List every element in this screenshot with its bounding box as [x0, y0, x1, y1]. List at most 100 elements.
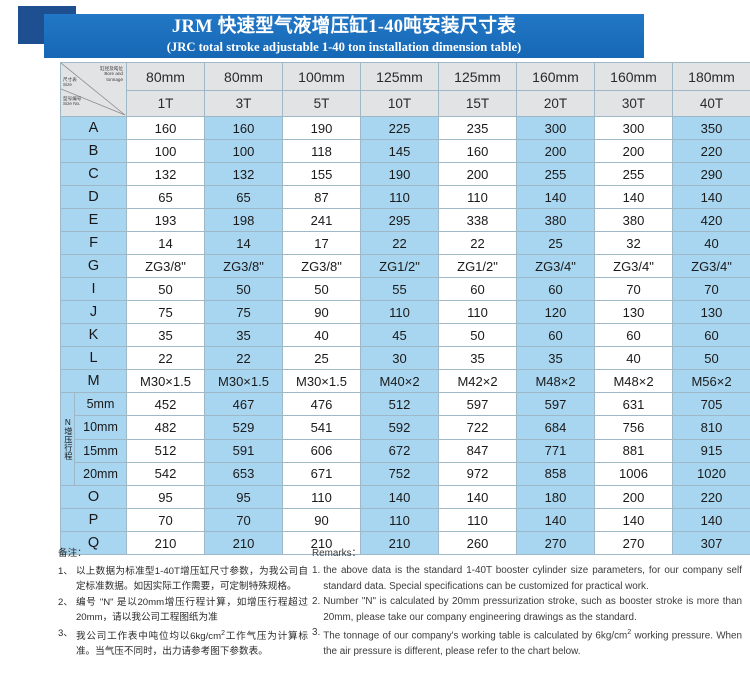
table-cell: 1020 [673, 462, 750, 485]
bore-size-header: 80mm [205, 63, 283, 91]
note-item-chinese: 3、我公司工作表中吨位均以6kg/cm2工作气压为计算标准。当气压不同时，出力请… [58, 626, 308, 660]
table-cell: 40 [673, 232, 750, 255]
table-cell: 591 [205, 439, 283, 462]
table-cell: 110 [283, 486, 361, 509]
table-cell: M30×1.5 [127, 370, 205, 393]
table-cell: 529 [205, 416, 283, 439]
table-cell: 14 [205, 232, 283, 255]
bore-size-header: 160mm [595, 63, 673, 91]
table-cell: 858 [517, 462, 595, 485]
table-cell: 60 [517, 278, 595, 301]
table-cell: 110 [361, 509, 439, 532]
table-cell: 541 [283, 416, 361, 439]
row-label: G [61, 255, 127, 278]
table-cell: 255 [517, 163, 595, 186]
table-cell: 95 [205, 486, 283, 509]
table-cell: 17 [283, 232, 361, 255]
notes-english-heading: Remarks： [312, 546, 742, 561]
tonnage-header: 1T [127, 91, 205, 117]
table-cell: 653 [205, 462, 283, 485]
table-cell: 160 [205, 117, 283, 140]
table-cell: 631 [595, 393, 673, 416]
table-cell: 771 [517, 439, 595, 462]
table-cell: 145 [361, 140, 439, 163]
table-cell: 130 [595, 301, 673, 324]
table-cell: 118 [283, 140, 361, 163]
table-cell: ZG1/2" [439, 255, 517, 278]
table-cell: 200 [517, 140, 595, 163]
table-cell: 482 [127, 416, 205, 439]
table-cell: 110 [439, 301, 517, 324]
table-cell: 65 [127, 186, 205, 209]
table-cell: 132 [127, 163, 205, 186]
table-cell: 110 [439, 509, 517, 532]
tonnage-header: 20T [517, 91, 595, 117]
row-label: F [61, 232, 127, 255]
table-cell: 22 [205, 347, 283, 370]
table-cell: 50 [439, 324, 517, 347]
table-cell: 338 [439, 209, 517, 232]
table-cell: 140 [595, 186, 673, 209]
table-cell: M40×2 [361, 370, 439, 393]
table-cell: 55 [361, 278, 439, 301]
table-cell: 60 [595, 324, 673, 347]
table-cell: ZG3/4" [517, 255, 595, 278]
row-label: K [61, 324, 127, 347]
note-item-chinese: 1、以上数据为标准型1-40T增压缸尺寸参数，为我公司自定标准数据。如因实际工作… [58, 564, 308, 595]
table-cell: 672 [361, 439, 439, 462]
row-label: M [61, 370, 127, 393]
stroke-sub-label: 5mm [75, 393, 127, 416]
table-cell: 45 [361, 324, 439, 347]
page-title: JRM 快速型气液增压缸1-40吨安装尺寸表 [44, 15, 644, 39]
table-cell: 684 [517, 416, 595, 439]
table-cell: 35 [127, 324, 205, 347]
table-cell: 200 [595, 140, 673, 163]
table-cell: 810 [673, 416, 750, 439]
row-label: E [61, 209, 127, 232]
table-cell: 200 [595, 486, 673, 509]
note-item-english: 2.Number "N" is calculated by 20mm press… [312, 594, 742, 625]
row-label: A [61, 117, 127, 140]
table-cell: M42×2 [439, 370, 517, 393]
table-cell: 380 [595, 209, 673, 232]
table-cell: 180 [517, 486, 595, 509]
table-cell: 40 [283, 324, 361, 347]
table-cell: 255 [595, 163, 673, 186]
table-cell: 35 [439, 347, 517, 370]
table-cell: 160 [127, 117, 205, 140]
table-cell: 140 [517, 509, 595, 532]
table-cell: 140 [595, 509, 673, 532]
note-item-chinese: 2、编号 "N" 是以20mm增压行程计算，如增压行程超过20mm，请以我公司工… [58, 595, 308, 626]
table-cell: 95 [127, 486, 205, 509]
table-cell: 752 [361, 462, 439, 485]
table-cell: 22 [439, 232, 517, 255]
table-cell: ZG3/8" [127, 255, 205, 278]
stroke-sub-label: 20mm [75, 462, 127, 485]
table-cell: 50 [205, 278, 283, 301]
table-cell: 200 [439, 163, 517, 186]
bore-size-header: 80mm [127, 63, 205, 91]
table-cell: 881 [595, 439, 673, 462]
n-stroke-group-label: N增压行程 [61, 393, 75, 486]
table-cell: M48×2 [595, 370, 673, 393]
note-number: 3、 [58, 626, 76, 660]
table-cell: 198 [205, 209, 283, 232]
table-cell: ZG3/4" [673, 255, 750, 278]
table-cell: 60 [439, 278, 517, 301]
tonnage-header: 30T [595, 91, 673, 117]
table-cell: 1006 [595, 462, 673, 485]
table-cell: 22 [127, 347, 205, 370]
bore-size-header: 125mm [439, 63, 517, 91]
